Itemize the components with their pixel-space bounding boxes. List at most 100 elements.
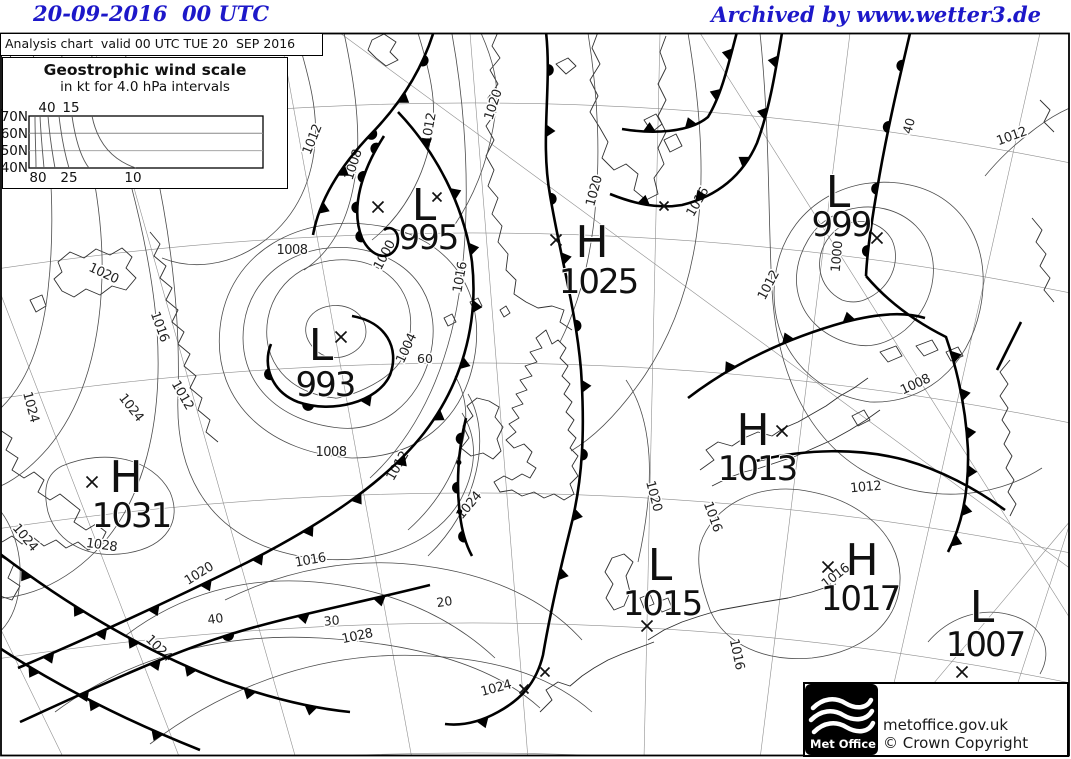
cold-front-triangle — [420, 138, 432, 150]
warm-front-semicircle — [871, 182, 879, 195]
cold-front-triangle — [695, 189, 708, 202]
cold-front-triangle — [950, 534, 963, 547]
cold-front-triangle — [243, 688, 256, 700]
cold-front-triangle — [561, 252, 572, 265]
pressure-center-cross — [549, 233, 563, 247]
warm-front-semicircle — [455, 432, 463, 445]
front-line — [1, 552, 351, 714]
warm-front-semicircle — [367, 129, 378, 140]
warm-front-semicircle — [896, 59, 904, 72]
wind-scale-bottom-label: 10 — [124, 170, 141, 186]
cold-front-triangle — [842, 311, 856, 323]
metoffice-logo-label: Met Office — [810, 737, 876, 751]
cold-front-triangle — [184, 665, 197, 677]
cold-front-triangle — [709, 88, 721, 101]
cold-front-triangle — [73, 605, 85, 617]
warm-front-semicircle — [420, 54, 429, 67]
cold-front-triangle — [642, 122, 656, 132]
isobar-label: 1016 — [450, 261, 470, 294]
cold-front-triangle — [151, 729, 164, 741]
pressure-center-cross — [85, 475, 99, 489]
cold-front-triangle — [395, 455, 407, 467]
cold-front-triangle — [724, 361, 737, 373]
isobar-label: 1016 — [726, 638, 747, 672]
archive-credit: Archived by www.wetter3.de — [711, 2, 1041, 27]
fronts — [1, 33, 1023, 752]
cold-front-triangle — [199, 579, 212, 592]
warm-front-semicircle — [370, 142, 380, 154]
wind-scale-subtitle: in kt for 4.0 hPa intervals — [60, 79, 230, 95]
chart-datetime: 20-09-2016 00 UTC — [33, 1, 270, 26]
front-line — [266, 314, 395, 408]
pressure-letter: H — [736, 405, 769, 456]
frontolysis-crosses — [431, 191, 670, 695]
front-line — [609, 33, 784, 208]
front-line — [17, 111, 475, 670]
cold-front-triangle — [476, 716, 489, 729]
front-line — [995, 321, 1023, 371]
pressure-center-cross — [334, 330, 348, 344]
cold-front-triangle — [782, 332, 795, 344]
wind-scale-frame — [28, 115, 264, 169]
cold-front-triangle — [42, 652, 55, 664]
coastlines — [1, 33, 1055, 713]
wind-scale-bottom-label: 25 — [60, 170, 77, 186]
pressure-value: 1013 — [718, 449, 797, 489]
cold-front-triangle — [128, 637, 140, 649]
pressure-center-cross — [955, 665, 969, 679]
cold-front-triangle — [966, 426, 977, 440]
front-line — [864, 33, 912, 277]
isobar-label: 1016 — [294, 550, 327, 570]
front-line — [444, 33, 585, 726]
analysis-title-box: Analysis chart valid 00 UTC TUE 20 SEP 2… — [0, 33, 323, 56]
cold-front-triangle — [767, 55, 779, 69]
cold-front-triangle — [557, 567, 569, 581]
front-line — [456, 417, 474, 557]
warm-front-semicircle — [547, 63, 554, 76]
cold-front-triangle — [472, 300, 483, 314]
cold-front-triangle — [721, 48, 733, 61]
cold-front-triangle — [304, 704, 318, 716]
isobars — [1, 33, 1069, 745]
grid-label: 30 — [323, 612, 340, 628]
pressure-center-cross — [870, 231, 884, 245]
cold-front-triangle — [950, 350, 962, 364]
grid-label: 40 — [206, 610, 224, 627]
cold-front-triangle — [433, 409, 445, 421]
isobar-label: 1012 — [850, 479, 882, 497]
grid-label: 40 — [899, 116, 918, 135]
front-line — [355, 135, 400, 258]
metoffice-branding: Met Office metoffice.gov.uk © Crown Copy… — [803, 682, 1069, 757]
isobar-label: 1024 — [479, 677, 513, 700]
pressure-center-cross — [371, 200, 385, 214]
isobar-label: 1020 — [86, 260, 121, 287]
wind-scale-lat-label: 60N — [3, 126, 28, 142]
cold-front-triangle — [147, 604, 160, 617]
isobar-label: 1008 — [315, 445, 346, 460]
cold-front-triangle — [684, 117, 698, 129]
pressure-letter: L — [412, 180, 437, 231]
wind-scale-top-label: 40 — [38, 100, 55, 116]
isobar-label: 1020 — [182, 559, 217, 588]
cold-front-triangle — [967, 464, 978, 478]
grid-label: 60 — [417, 351, 433, 366]
wind-scale-lat-label: 50N — [3, 143, 28, 159]
isobar-label: 1012 — [755, 268, 783, 302]
front-line — [19, 583, 431, 724]
warm-front-semicircle — [574, 319, 582, 332]
warm-front-semicircle — [458, 530, 466, 543]
cold-front-triangle — [318, 201, 330, 214]
warm-front-semicircle — [861, 244, 869, 257]
grid-label: 20 — [435, 593, 453, 610]
front-line — [865, 275, 970, 553]
cold-front-triangle — [28, 666, 40, 678]
cold-front-triangle — [397, 91, 410, 103]
isobar-label: 1020 — [583, 174, 606, 208]
